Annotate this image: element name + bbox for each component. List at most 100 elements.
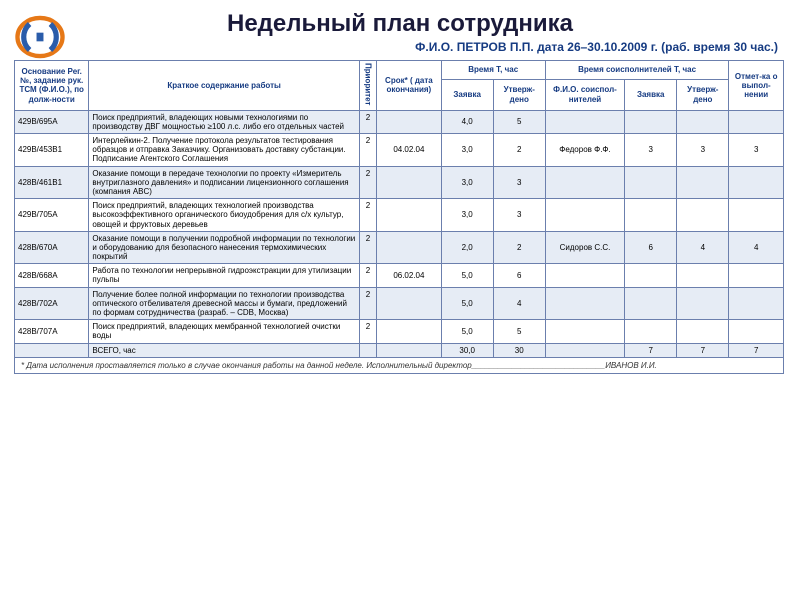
cell-mark: 3 [729, 134, 784, 167]
cell-desc: Поиск предприятий, владеющих новыми техн… [89, 110, 359, 133]
cell-priority: 2 [359, 231, 376, 264]
cell-desc: Оказание помощи в получении подробной ин… [89, 231, 359, 264]
footnote-row: * Дата исполнения проставляется только в… [15, 357, 784, 373]
cell-due [377, 287, 441, 320]
th-coexec-approved: Утверж-дено [677, 79, 729, 110]
th-basis: Основание Рег. №, задание рук. ТСМ (Ф.И.… [15, 61, 89, 111]
cell-u: 5 [493, 320, 545, 343]
cell-z: 5,0 [441, 264, 493, 287]
page-title: Недельный план сотрудника [0, 0, 800, 38]
footnote: * Дата исполнения проставляется только в… [15, 357, 784, 373]
cell-exec [545, 110, 624, 133]
cell-z: 4,0 [441, 110, 493, 133]
cell-desc: Поиск предприятий, владеющих технологией… [89, 199, 359, 232]
totals-row: ВСЕГО, час 30,0 30 7 7 7 [15, 343, 784, 357]
cell-exec: Сидоров С.С. [545, 231, 624, 264]
totals-z: 30,0 [441, 343, 493, 357]
table-row: 429В/705АПоиск предприятий, владеющих те… [15, 199, 784, 232]
cell-id: 429В/695А [15, 110, 89, 133]
table-row: 428В/707АПоиск предприятий, владеющих ме… [15, 320, 784, 343]
cell-exec: Федоров Ф.Ф. [545, 134, 624, 167]
plan-table: Основание Рег. №, задание рук. ТСМ (Ф.И.… [14, 60, 784, 374]
cell-mark [729, 199, 784, 232]
cell-priority: 2 [359, 110, 376, 133]
cell-priority: 2 [359, 134, 376, 167]
cell-exec [545, 320, 624, 343]
cell-z: 5,0 [441, 320, 493, 343]
th-mark: Отмет-ка о выпол-нении [729, 61, 784, 111]
th-approved: Утверж-дено [493, 79, 545, 110]
cell-id: 428В/461В1 [15, 166, 89, 199]
company-logo [14, 14, 66, 60]
cell-mark [729, 320, 784, 343]
totals-u: 30 [493, 343, 545, 357]
cell-u: 6 [493, 264, 545, 287]
totals-label: ВСЕГО, час [89, 343, 359, 357]
cell-id: 429В/453В1 [15, 134, 89, 167]
cell-z2 [625, 166, 677, 199]
cell-priority: 2 [359, 166, 376, 199]
table-row: 428В/668АРабота по технологии непрерывно… [15, 264, 784, 287]
th-deadline: Срок* ( дата окончания) [377, 61, 441, 111]
cell-z: 3,0 [441, 166, 493, 199]
cell-z2 [625, 264, 677, 287]
cell-mark [729, 166, 784, 199]
cell-u: 5 [493, 110, 545, 133]
cell-u: 2 [493, 231, 545, 264]
cell-z2: 6 [625, 231, 677, 264]
cell-z: 3,0 [441, 199, 493, 232]
cell-desc: Оказание помощи в передаче технологии по… [89, 166, 359, 199]
table-row: 428В/461В1Оказание помощи в передаче тех… [15, 166, 784, 199]
cell-mark: 4 [729, 231, 784, 264]
cell-z2 [625, 287, 677, 320]
table-row: 428В/702АПолучение более полной информац… [15, 287, 784, 320]
cell-id: 428В/668А [15, 264, 89, 287]
cell-z2 [625, 320, 677, 343]
cell-z2: 3 [625, 134, 677, 167]
cell-u2 [677, 199, 729, 232]
th-desc: Краткое содержание работы [89, 61, 359, 111]
table-row: 429В/453В1Интерлейкин-2. Получение прото… [15, 134, 784, 167]
cell-due [377, 199, 441, 232]
cell-priority: 2 [359, 287, 376, 320]
cell-desc: Работа по технологии непрерывной гидроэк… [89, 264, 359, 287]
th-coexec-zayavka: Заявка [625, 79, 677, 110]
cell-id: 428В/670А [15, 231, 89, 264]
cell-u2 [677, 166, 729, 199]
cell-z: 5,0 [441, 287, 493, 320]
table-row: 428В/670АОказание помощи в получении под… [15, 231, 784, 264]
th-priority: Приоритет [359, 61, 376, 111]
cell-z: 2,0 [441, 231, 493, 264]
totals-mk: 7 [729, 343, 784, 357]
totals-z2: 7 [625, 343, 677, 357]
cell-priority: 2 [359, 320, 376, 343]
totals-u2: 7 [677, 343, 729, 357]
table-header: Основание Рег. №, задание рук. ТСМ (Ф.И.… [15, 61, 784, 111]
cell-u2 [677, 110, 729, 133]
th-time: Время Т, час [441, 61, 545, 80]
cell-z2 [625, 110, 677, 133]
cell-mark [729, 287, 784, 320]
cell-u: 3 [493, 166, 545, 199]
cell-due: 06.02.04 [377, 264, 441, 287]
cell-priority: 2 [359, 264, 376, 287]
cell-due [377, 110, 441, 133]
cell-due [377, 320, 441, 343]
cell-u: 3 [493, 199, 545, 232]
cell-u2 [677, 264, 729, 287]
cell-u2: 4 [677, 231, 729, 264]
page-subtitle: Ф.И.О. ПЕТРОВ П.П. дата 26–30.10.2009 г.… [0, 38, 800, 60]
th-zayavka: Заявка [441, 79, 493, 110]
cell-id: 428В/702А [15, 287, 89, 320]
cell-u: 2 [493, 134, 545, 167]
cell-z: 3,0 [441, 134, 493, 167]
table-row: 429В/695АПоиск предприятий, владеющих но… [15, 110, 784, 133]
cell-u2 [677, 320, 729, 343]
cell-id: 429В/705А [15, 199, 89, 232]
cell-id: 428В/707А [15, 320, 89, 343]
cell-mark [729, 264, 784, 287]
th-coexec: Время соисполнителей Т, час [545, 61, 729, 80]
cell-priority: 2 [359, 199, 376, 232]
cell-desc: Интерлейкин-2. Получение протокола резул… [89, 134, 359, 167]
cell-u: 4 [493, 287, 545, 320]
